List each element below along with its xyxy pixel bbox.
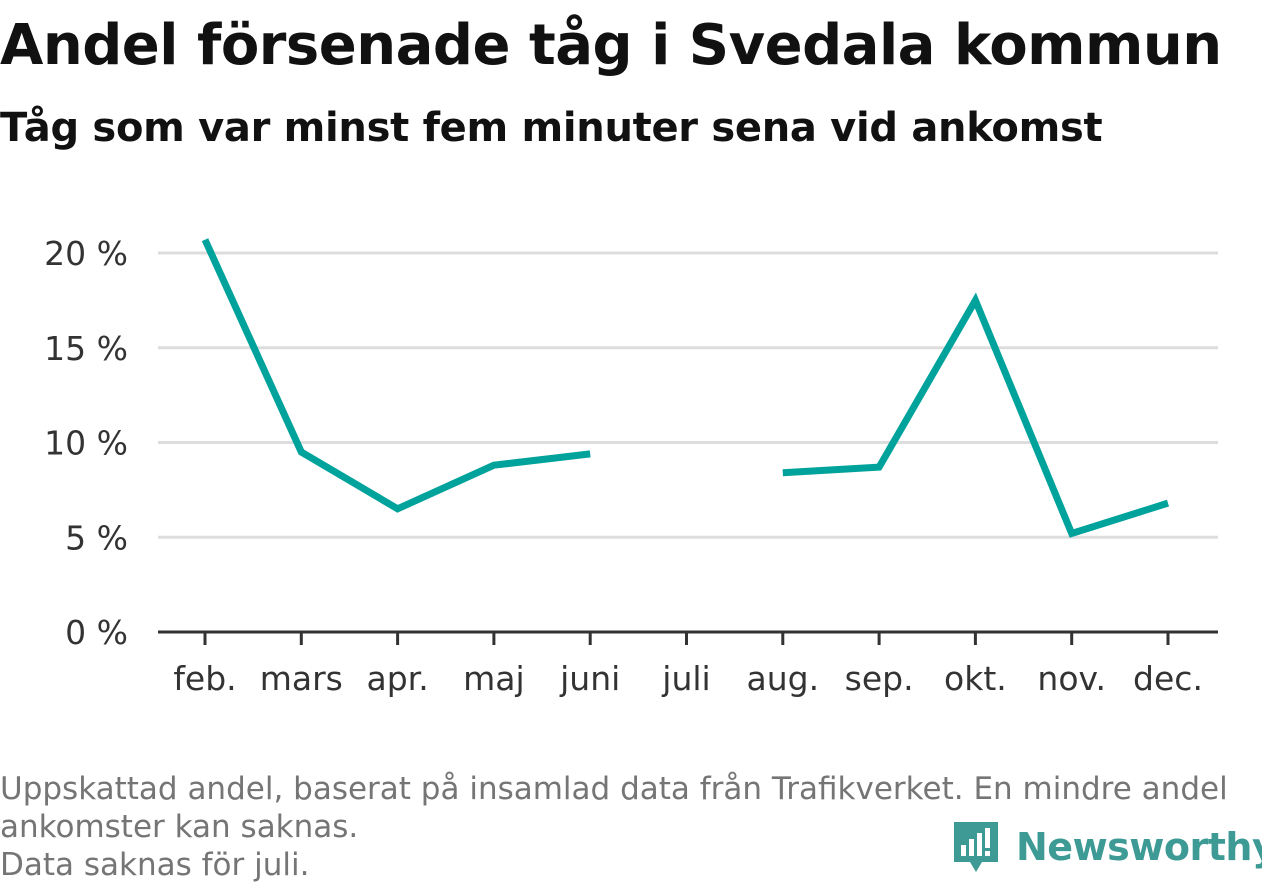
newsworthy-logo-icon [954, 822, 998, 872]
y-tick-label: 10 % [44, 424, 128, 463]
x-tick-label: aug. [747, 659, 820, 698]
x-tick-label: mars [260, 659, 343, 698]
y-tick-label: 5 % [65, 518, 128, 557]
x-tick-label: apr. [366, 659, 428, 698]
chart-subtitle: Tåg som var minst fem minuter sena vid a… [0, 105, 1103, 151]
y-tick-label: 0 % [65, 613, 128, 652]
x-tick-label: juli [661, 659, 710, 698]
footnote-source: Uppskattad andel, baserat på insamlad da… [0, 771, 1228, 845]
x-tick-label: nov. [1037, 659, 1106, 698]
brand-logo: Newsworthy [950, 817, 1262, 877]
series-lines [201, 238, 1170, 538]
footnote-missing-data: Data saknas för juli. [0, 847, 310, 883]
x-tick-label: okt. [944, 659, 1007, 698]
chart-title: Andel försenade tåg i Svedala kommun [0, 13, 1222, 78]
x-tick-label: feb. [173, 659, 236, 698]
footnote: Uppskattad andel, baserat på insamlad da… [0, 770, 1250, 884]
series-line-segment [201, 238, 591, 513]
grid-lines [158, 251, 1218, 539]
brand-name: Newsworthy [1016, 825, 1262, 869]
y-axis-tick-labels: 0 % 5 % 10 % 15 % 20 % [44, 234, 128, 652]
x-axis-tick-labels: feb. mars apr. maj juni juli aug. sep. okt. nov. d… [173, 659, 1203, 698]
x-tick-label: dec. [1133, 659, 1203, 698]
y-tick-label: 15 % [44, 329, 128, 368]
y-tick-label: 20 % [44, 234, 128, 273]
x-axis [158, 630, 1218, 645]
x-tick-label: maj [463, 659, 525, 698]
x-tick-label: sep. [845, 659, 914, 698]
series-line-segment [782, 292, 1170, 538]
x-tick-label: juni [559, 659, 620, 698]
